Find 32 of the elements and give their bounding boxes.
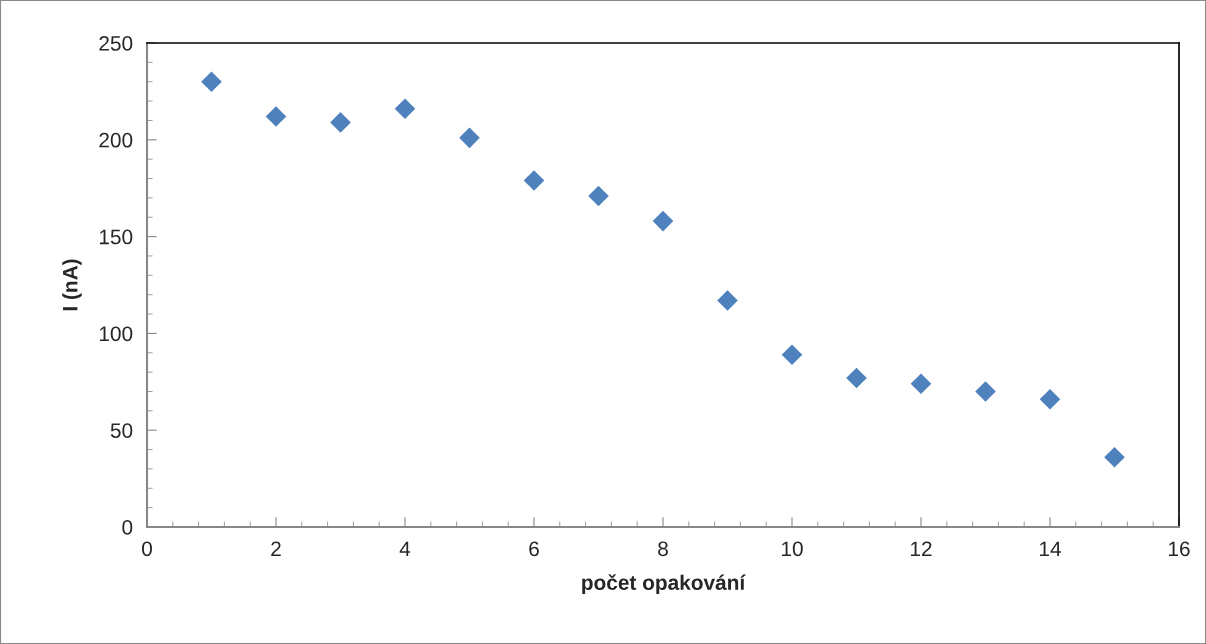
- x-tick-label: 8: [658, 541, 668, 557]
- x-tick-label: 6: [529, 541, 539, 557]
- point: [652, 210, 674, 232]
- point: [975, 381, 996, 402]
- point: [910, 373, 932, 395]
- x-tick-label: 14: [1040, 541, 1061, 556]
- x-tick-label: 10: [782, 541, 803, 557]
- y-tick-label: 100: [99, 326, 133, 342]
- point: [781, 344, 803, 365]
- x-tick-label: 0: [142, 541, 152, 557]
- y-tick-label: 150: [99, 229, 133, 245]
- point: [330, 112, 351, 133]
- point: [394, 98, 416, 120]
- point: [523, 170, 545, 191]
- x-tick-label: 16: [1169, 541, 1190, 557]
- x-axis-title: počet opakování: [582, 574, 746, 595]
- point: [846, 367, 867, 389]
- x-tick-label: 2: [271, 541, 281, 556]
- point: [1104, 447, 1125, 468]
- point: [1039, 388, 1061, 410]
- y-tick-label: 250: [99, 36, 133, 51]
- point: [717, 290, 738, 311]
- x-tick-label: 4: [399, 541, 411, 556]
- point: [588, 185, 609, 207]
- point: [201, 71, 222, 93]
- y-axis-title: I (nA): [62, 259, 82, 311]
- x-tick-label: 12: [911, 541, 932, 556]
- y-tick-label: 50: [110, 423, 133, 438]
- y-tick-label: 200: [99, 132, 133, 148]
- y-tick-label: 0: [122, 520, 133, 535]
- point: [459, 127, 480, 149]
- point: [265, 106, 287, 127]
